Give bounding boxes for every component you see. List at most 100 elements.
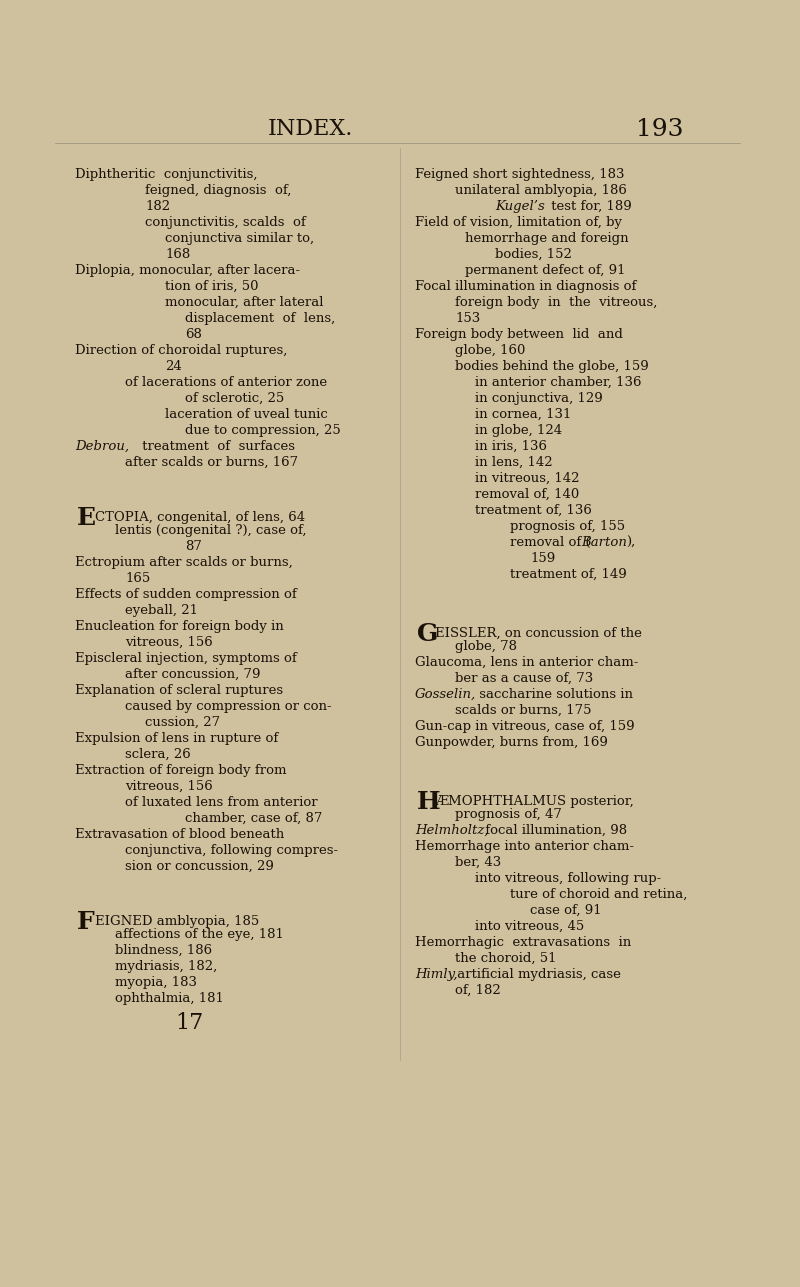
Text: 159: 159 bbox=[530, 552, 555, 565]
Text: Direction of choroidal ruptures,: Direction of choroidal ruptures, bbox=[75, 344, 287, 356]
Text: sion or concussion, 29: sion or concussion, 29 bbox=[125, 860, 274, 873]
Text: feigned, diagnosis  of,: feigned, diagnosis of, bbox=[145, 184, 291, 197]
Text: monocular, after lateral: monocular, after lateral bbox=[165, 296, 323, 309]
Text: mydriasis, 182,: mydriasis, 182, bbox=[115, 960, 218, 973]
Text: Enucleation for foreign body in: Enucleation for foreign body in bbox=[75, 620, 284, 633]
Text: 182: 182 bbox=[145, 199, 170, 214]
Text: EIGNED amblyopia, 185: EIGNED amblyopia, 185 bbox=[95, 915, 259, 928]
Text: 17: 17 bbox=[175, 1012, 203, 1033]
Text: cussion, 27: cussion, 27 bbox=[145, 716, 220, 728]
Text: Helmholtz,: Helmholtz, bbox=[415, 824, 489, 837]
Text: lentis (congenital ?), case of,: lentis (congenital ?), case of, bbox=[115, 524, 306, 537]
Text: 24: 24 bbox=[165, 360, 182, 373]
Text: G: G bbox=[417, 622, 438, 646]
Text: Hemorrhagic  extravasations  in: Hemorrhagic extravasations in bbox=[415, 936, 631, 949]
Text: 68: 68 bbox=[185, 328, 202, 341]
Text: in anterior chamber, 136: in anterior chamber, 136 bbox=[475, 376, 642, 389]
Text: 168: 168 bbox=[165, 248, 190, 261]
Text: tion of iris, 50: tion of iris, 50 bbox=[165, 281, 258, 293]
Text: Diphtheritic  conjunctivitis,: Diphtheritic conjunctivitis, bbox=[75, 169, 258, 181]
Text: treatment of, 149: treatment of, 149 bbox=[510, 568, 626, 580]
Text: displacement  of  lens,: displacement of lens, bbox=[185, 311, 335, 326]
Text: Field of vision, limitation of, by: Field of vision, limitation of, by bbox=[415, 216, 622, 229]
Text: ber, 43: ber, 43 bbox=[455, 856, 502, 869]
Text: ture of choroid and retina,: ture of choroid and retina, bbox=[510, 888, 687, 901]
Text: ),: ), bbox=[626, 535, 635, 550]
Text: chamber, case of, 87: chamber, case of, 87 bbox=[185, 812, 322, 825]
Text: after concussion, 79: after concussion, 79 bbox=[125, 668, 261, 681]
Text: Diplopia, monocular, after lacera-: Diplopia, monocular, after lacera- bbox=[75, 264, 300, 277]
Text: Glaucoma, lens in anterior cham-: Glaucoma, lens in anterior cham- bbox=[415, 656, 638, 669]
Text: in iris, 136: in iris, 136 bbox=[475, 440, 547, 453]
Text: eyeball, 21: eyeball, 21 bbox=[125, 604, 198, 616]
Text: Barton: Barton bbox=[581, 535, 627, 550]
Text: Hemorrhage into anterior cham-: Hemorrhage into anterior cham- bbox=[415, 840, 634, 853]
Text: prognosis of, 47: prognosis of, 47 bbox=[455, 808, 562, 821]
Text: of luxated lens from anterior: of luxated lens from anterior bbox=[125, 795, 318, 810]
Text: Gun-cap in vitreous, case of, 159: Gun-cap in vitreous, case of, 159 bbox=[415, 719, 634, 734]
Text: the choroid, 51: the choroid, 51 bbox=[455, 952, 557, 965]
Text: EISSLER, on concussion of the: EISSLER, on concussion of the bbox=[435, 627, 642, 640]
Text: conjunctivitis, scalds  of: conjunctivitis, scalds of bbox=[145, 216, 306, 229]
Text: globe, 160: globe, 160 bbox=[455, 344, 526, 356]
Text: Expulsion of lens in rupture of: Expulsion of lens in rupture of bbox=[75, 732, 278, 745]
Text: due to compression, 25: due to compression, 25 bbox=[185, 423, 341, 438]
Text: bodies, 152: bodies, 152 bbox=[495, 248, 572, 261]
Text: CTOPIA, congenital, of lens, 64: CTOPIA, congenital, of lens, 64 bbox=[95, 511, 305, 524]
Text: ber as a cause of, 73: ber as a cause of, 73 bbox=[455, 672, 594, 685]
Text: conjunctiva, following compres-: conjunctiva, following compres- bbox=[125, 844, 338, 857]
Text: E: E bbox=[77, 506, 96, 530]
Text: F: F bbox=[77, 910, 94, 934]
Text: vitreous, 156: vitreous, 156 bbox=[125, 636, 213, 649]
Text: 153: 153 bbox=[455, 311, 480, 326]
Text: in globe, 124: in globe, 124 bbox=[475, 423, 562, 438]
Text: bodies behind the globe, 159: bodies behind the globe, 159 bbox=[455, 360, 649, 373]
Text: scalds or burns, 175: scalds or burns, 175 bbox=[455, 704, 591, 717]
Text: Effects of sudden compression of: Effects of sudden compression of bbox=[75, 588, 297, 601]
Text: Focal illumination in diagnosis of: Focal illumination in diagnosis of bbox=[415, 281, 636, 293]
Text: after scalds or burns, 167: after scalds or burns, 167 bbox=[125, 456, 298, 468]
Text: Episcleral injection, symptoms of: Episcleral injection, symptoms of bbox=[75, 653, 297, 665]
Text: caused by compression or con-: caused by compression or con- bbox=[125, 700, 332, 713]
Text: in vitreous, 142: in vitreous, 142 bbox=[475, 472, 579, 485]
Text: Gosselin,: Gosselin, bbox=[415, 689, 476, 701]
Text: of lacerations of anterior zone: of lacerations of anterior zone bbox=[125, 376, 327, 389]
Text: removal of (: removal of ( bbox=[510, 535, 590, 550]
Text: Kugel’s: Kugel’s bbox=[495, 199, 545, 214]
Text: in conjunctiva, 129: in conjunctiva, 129 bbox=[475, 393, 602, 405]
Text: unilateral amblyopia, 186: unilateral amblyopia, 186 bbox=[455, 184, 627, 197]
Text: blindness, 186: blindness, 186 bbox=[115, 943, 212, 958]
Text: conjunctiva similar to,: conjunctiva similar to, bbox=[165, 232, 314, 245]
Text: permanent defect of, 91: permanent defect of, 91 bbox=[465, 264, 626, 277]
Text: removal of, 140: removal of, 140 bbox=[475, 488, 579, 501]
Text: Extravasation of blood beneath: Extravasation of blood beneath bbox=[75, 828, 284, 840]
Text: Feigned short sightedness, 183: Feigned short sightedness, 183 bbox=[415, 169, 625, 181]
Text: Gunpowder, burns from, 169: Gunpowder, burns from, 169 bbox=[415, 736, 608, 749]
Text: Himly,: Himly, bbox=[415, 968, 458, 981]
Text: in cornea, 131: in cornea, 131 bbox=[475, 408, 571, 421]
Text: myopia, 183: myopia, 183 bbox=[115, 976, 197, 988]
Text: hemorrhage and foreign: hemorrhage and foreign bbox=[465, 232, 629, 245]
Text: globe, 78: globe, 78 bbox=[455, 640, 517, 653]
Text: of sclerotic, 25: of sclerotic, 25 bbox=[185, 393, 284, 405]
Text: 87: 87 bbox=[185, 541, 202, 553]
Text: artificial mydriasis, case: artificial mydriasis, case bbox=[453, 968, 621, 981]
Text: focal illumination, 98: focal illumination, 98 bbox=[481, 824, 627, 837]
Text: affections of the eye, 181: affections of the eye, 181 bbox=[115, 928, 284, 941]
Text: vitreous, 156: vitreous, 156 bbox=[125, 780, 213, 793]
Text: foreign body  in  the  vitreous,: foreign body in the vitreous, bbox=[455, 296, 658, 309]
Text: into vitreous, following rup-: into vitreous, following rup- bbox=[475, 873, 662, 885]
Text: treatment  of  surfaces: treatment of surfaces bbox=[138, 440, 295, 453]
Text: Ectropium after scalds or burns,: Ectropium after scalds or burns, bbox=[75, 556, 293, 569]
Text: INDEX.: INDEX. bbox=[267, 118, 353, 140]
Text: test for, 189: test for, 189 bbox=[547, 199, 632, 214]
Text: prognosis of, 155: prognosis of, 155 bbox=[510, 520, 625, 533]
Text: H: H bbox=[417, 790, 441, 813]
Text: treatment of, 136: treatment of, 136 bbox=[475, 505, 592, 517]
Text: laceration of uveal tunic: laceration of uveal tunic bbox=[165, 408, 328, 421]
Text: 165: 165 bbox=[125, 571, 150, 586]
Text: ophthalmia, 181: ophthalmia, 181 bbox=[115, 992, 224, 1005]
Text: case of, 91: case of, 91 bbox=[530, 903, 602, 918]
Text: Explanation of scleral ruptures: Explanation of scleral ruptures bbox=[75, 683, 283, 698]
Text: of, 182: of, 182 bbox=[455, 985, 501, 997]
